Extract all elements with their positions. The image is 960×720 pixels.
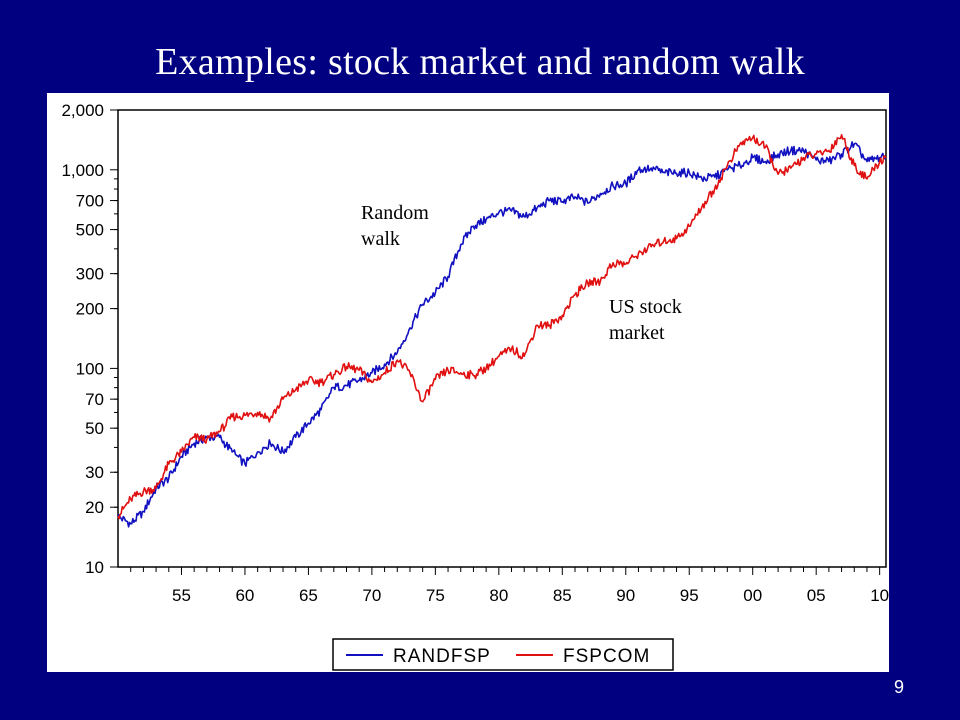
x-tick-label-10: 05 xyxy=(807,586,826,605)
y-tick-label-0: 2,000 xyxy=(61,101,104,120)
x-tick-label-6: 85 xyxy=(553,586,572,605)
plot-frame xyxy=(117,109,887,568)
y-tick-label-5: 200 xyxy=(76,300,104,319)
y-tick-label-1: 1,000 xyxy=(61,161,104,180)
x-tick-label-9: 00 xyxy=(743,586,762,605)
y-tick-label-10: 20 xyxy=(85,498,104,517)
y-tick-label-8: 50 xyxy=(85,419,104,438)
x-axis: 55 60 65 70 75 80 85 90 95 00 05 10 xyxy=(130,567,889,605)
annotation-line: Random xyxy=(361,202,429,224)
annotation-line: market xyxy=(609,322,665,344)
legend-box xyxy=(332,638,674,671)
legend-label-fspcom: FSPCOM xyxy=(563,646,650,667)
x-tick-label-8: 95 xyxy=(680,586,699,605)
y-tick-label-11: 10 xyxy=(85,558,104,577)
annotations: Random walk US stock market xyxy=(361,202,682,344)
series-fspcom xyxy=(117,133,887,520)
annotation-line: US stock xyxy=(609,296,682,318)
y-tick-label-7: 70 xyxy=(85,390,104,409)
series-line-fspcom xyxy=(117,133,887,520)
legend: RANDFSP FSPCOM xyxy=(332,638,674,671)
annotation-1: US stock market xyxy=(609,296,682,344)
x-tick-label-11: 10 xyxy=(870,586,889,605)
x-tick-label-7: 90 xyxy=(616,586,635,605)
annotation-0: Random walk xyxy=(361,202,429,250)
series-lines xyxy=(117,133,887,528)
y-tick-label-2: 700 xyxy=(76,192,104,211)
y-tick-label-3: 500 xyxy=(76,221,104,240)
x-tick-label-0: 55 xyxy=(172,586,191,605)
y-tick-label-9: 30 xyxy=(85,463,104,482)
series-line-randfsp xyxy=(117,141,887,528)
x-tick-label-5: 80 xyxy=(489,586,508,605)
x-tick-label-3: 70 xyxy=(362,586,381,605)
series-randfsp xyxy=(117,141,887,528)
annotation-line: walk xyxy=(361,228,400,250)
y-tick-label-4: 300 xyxy=(76,265,104,284)
page-number: 9 xyxy=(893,677,904,697)
chart-panel: 2,000 1,000 700 500 300 200 100 70 50 30 20 10 55 60… xyxy=(47,93,889,672)
x-tick-label-1: 60 xyxy=(235,586,254,605)
y-axis: 2,000 1,000 700 500 300 200 100 70 50 30 20 10 xyxy=(61,101,118,577)
x-tick-label-2: 65 xyxy=(299,586,318,605)
y-tick-label-6: 100 xyxy=(76,359,104,378)
slide-title: Examples: stock market and random walk xyxy=(155,41,805,83)
x-tick-label-4: 75 xyxy=(426,586,445,605)
legend-label-randfsp: RANDFSP xyxy=(393,646,491,667)
